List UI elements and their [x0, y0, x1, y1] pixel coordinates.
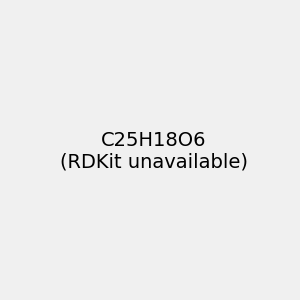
Text: C25H18O6
(RDKit unavailable): C25H18O6 (RDKit unavailable) [60, 131, 248, 172]
